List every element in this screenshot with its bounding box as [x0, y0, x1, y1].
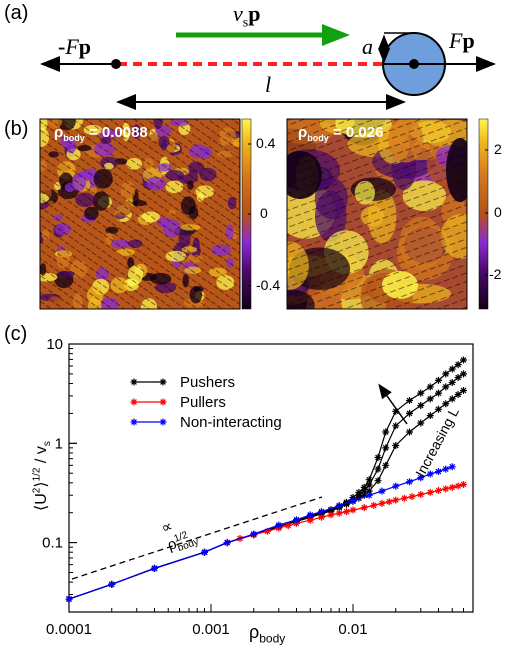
y-tick-label: 10: [46, 336, 63, 353]
data-point: [382, 462, 389, 469]
force-label: Fp: [449, 28, 475, 54]
vorticity-field-low-density: [31, 115, 245, 315]
data-point: [406, 478, 413, 485]
data-point: [392, 483, 399, 490]
data-point: [160, 399, 167, 406]
cbar-right-tick-top: 2: [494, 141, 502, 157]
legend-entry: Non-interacting: [131, 414, 282, 431]
x-tick-label: 0.001: [192, 621, 230, 638]
data-point: [151, 565, 158, 572]
data-point: [449, 463, 456, 470]
rho-label-right: ρbody = 0.026: [298, 124, 383, 143]
data-point: [336, 510, 343, 517]
velocity-arrowhead: [322, 24, 350, 46]
data-point: [427, 489, 434, 496]
y-tick-label: 0.1: [42, 535, 63, 552]
legend-label: Pullers: [180, 394, 226, 411]
data-point: [131, 419, 138, 426]
data-point: [66, 596, 73, 603]
colorbar-right: [479, 119, 488, 309]
data-point: [435, 468, 442, 475]
data-point: [392, 497, 399, 504]
series-line: [69, 360, 463, 599]
legend-entry: Pullers: [131, 394, 226, 411]
series-line: [69, 374, 463, 599]
series-1: [66, 370, 467, 602]
tail-point: [111, 59, 121, 69]
data-point: [361, 504, 368, 511]
data-point: [417, 402, 424, 409]
legend-label: Pushers: [180, 374, 235, 391]
data-point: [417, 390, 424, 397]
data-point: [375, 466, 382, 473]
data-point: [417, 491, 424, 498]
plot-frame: [69, 344, 473, 612]
neg-force-label: -Fp: [58, 34, 91, 60]
data-point: [370, 502, 377, 509]
data-point: [224, 539, 231, 546]
panel-b-fields: [0, 115, 506, 315]
data-point: [131, 379, 138, 386]
data-point: [460, 370, 467, 377]
x-axis-label: ρbody: [249, 622, 285, 646]
data-point: [375, 454, 382, 461]
x-tick-label: 0.01: [338, 621, 367, 638]
legend-entry: Pushers: [131, 374, 236, 391]
y-axis-label: ⟨U2⟩1/2 / vs: [31, 416, 53, 536]
series-0: [66, 357, 467, 603]
data-point: [455, 482, 462, 489]
length-label: l: [265, 72, 271, 98]
vorticity-field-high-density: [260, 115, 481, 315]
legend-label: Non-interacting: [180, 414, 282, 431]
series-3: [224, 481, 467, 546]
radius-label: a: [362, 34, 373, 60]
data-point: [349, 506, 356, 513]
data-point: [408, 493, 415, 500]
data-point: [201, 549, 208, 556]
data-point: [401, 495, 408, 502]
velocity-scaling-chart: 0.0001 0.001 0.01 0.1 1 10 Pushers Pullers Non-…: [0, 322, 506, 652]
y-tick-label: 1: [55, 435, 63, 452]
data-point: [160, 419, 167, 426]
data-point: [449, 484, 456, 491]
velocity-label: vsp: [233, 1, 260, 31]
data-point: [435, 390, 442, 397]
cbar-left-tick-bot: -0.4: [256, 277, 280, 293]
data-point: [460, 481, 467, 488]
data-point: [442, 466, 449, 473]
data-point: [378, 488, 385, 495]
data-point: [386, 498, 393, 505]
data-point: [318, 508, 325, 515]
data-point: [442, 485, 449, 492]
data-point: [382, 444, 389, 451]
cbar-left-tick-mid: 0: [260, 205, 268, 221]
cbar-right-tick-bot: -2: [489, 266, 501, 282]
x-tick-label: 0.0001: [46, 621, 92, 638]
data-point: [378, 500, 385, 507]
cbar-right-tick-mid: 0: [494, 204, 502, 220]
data-point: [343, 508, 350, 515]
rho-label-left: ρbody = 0.0088: [54, 124, 148, 143]
data-point: [435, 487, 442, 494]
data-point: [427, 395, 434, 402]
data-point: [382, 428, 389, 435]
data-point: [160, 379, 167, 386]
cbar-left-tick-top: 0.4: [256, 135, 275, 151]
data-point: [108, 581, 115, 588]
data-point: [131, 399, 138, 406]
